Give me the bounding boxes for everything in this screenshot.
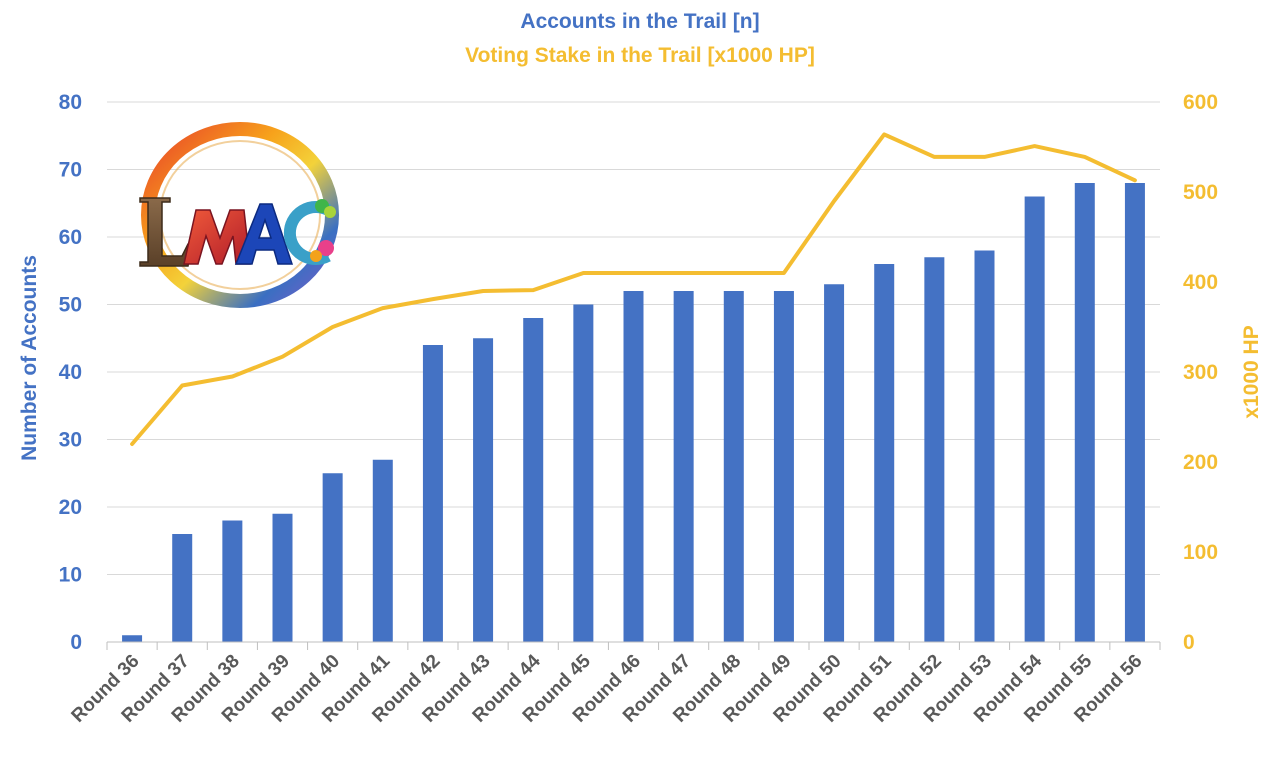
y2-tick-label: 200 bbox=[1183, 451, 1218, 474]
bar-series bbox=[122, 183, 1145, 642]
y-axis-title: Number of Accounts bbox=[18, 255, 41, 461]
line-series bbox=[130, 132, 1137, 446]
bar bbox=[573, 304, 594, 642]
bar bbox=[422, 345, 443, 642]
y2-tick-label: 600 bbox=[1183, 91, 1218, 114]
bar bbox=[1124, 183, 1145, 642]
series-line bbox=[130, 132, 1137, 446]
bar bbox=[773, 291, 794, 642]
right-axis-ticks: 0 100 200 300 400 500 600 bbox=[1183, 91, 1218, 654]
axes bbox=[106, 641, 1161, 650]
bar bbox=[473, 338, 494, 642]
bar bbox=[874, 264, 895, 642]
y-tick-label: 10 bbox=[59, 564, 82, 587]
bar bbox=[1024, 196, 1045, 642]
bar bbox=[523, 318, 544, 642]
y-tick-label: 40 bbox=[59, 361, 82, 384]
bar bbox=[222, 520, 243, 642]
y2-tick-label: 400 bbox=[1183, 271, 1218, 294]
left-axis-ticks: 0 10 20 30 40 50 60 70 80 bbox=[59, 91, 82, 654]
bar bbox=[372, 459, 393, 642]
bar bbox=[272, 513, 293, 642]
bar bbox=[924, 257, 945, 642]
y2-tick-label: 300 bbox=[1183, 361, 1218, 384]
y2-axis-title: x1000 HP bbox=[1240, 325, 1263, 418]
bar bbox=[1074, 183, 1095, 642]
bar bbox=[824, 284, 845, 642]
chart-subtitle: Voting Stake in the Trail [x1000 HP] bbox=[465, 44, 815, 67]
y-tick-label: 70 bbox=[59, 159, 82, 182]
y2-tick-label: 500 bbox=[1183, 181, 1218, 204]
y-tick-label: 20 bbox=[59, 496, 82, 519]
y-tick-label: 60 bbox=[59, 226, 82, 249]
lmac-logo-icon bbox=[139, 122, 339, 308]
y-tick-label: 50 bbox=[59, 294, 82, 317]
y-tick-label: 30 bbox=[59, 429, 82, 452]
bar bbox=[172, 534, 193, 642]
y2-tick-label: 0 bbox=[1183, 631, 1195, 654]
bar bbox=[673, 291, 694, 642]
bar bbox=[974, 250, 995, 642]
bar bbox=[322, 473, 343, 642]
chart-title: Accounts in the Trail [n] bbox=[520, 10, 760, 33]
bar bbox=[122, 635, 143, 642]
bar bbox=[623, 291, 644, 642]
y-tick-label: 80 bbox=[59, 91, 82, 114]
bar bbox=[723, 291, 744, 642]
y-tick-label: 0 bbox=[70, 631, 82, 654]
y2-tick-label: 100 bbox=[1183, 541, 1218, 564]
